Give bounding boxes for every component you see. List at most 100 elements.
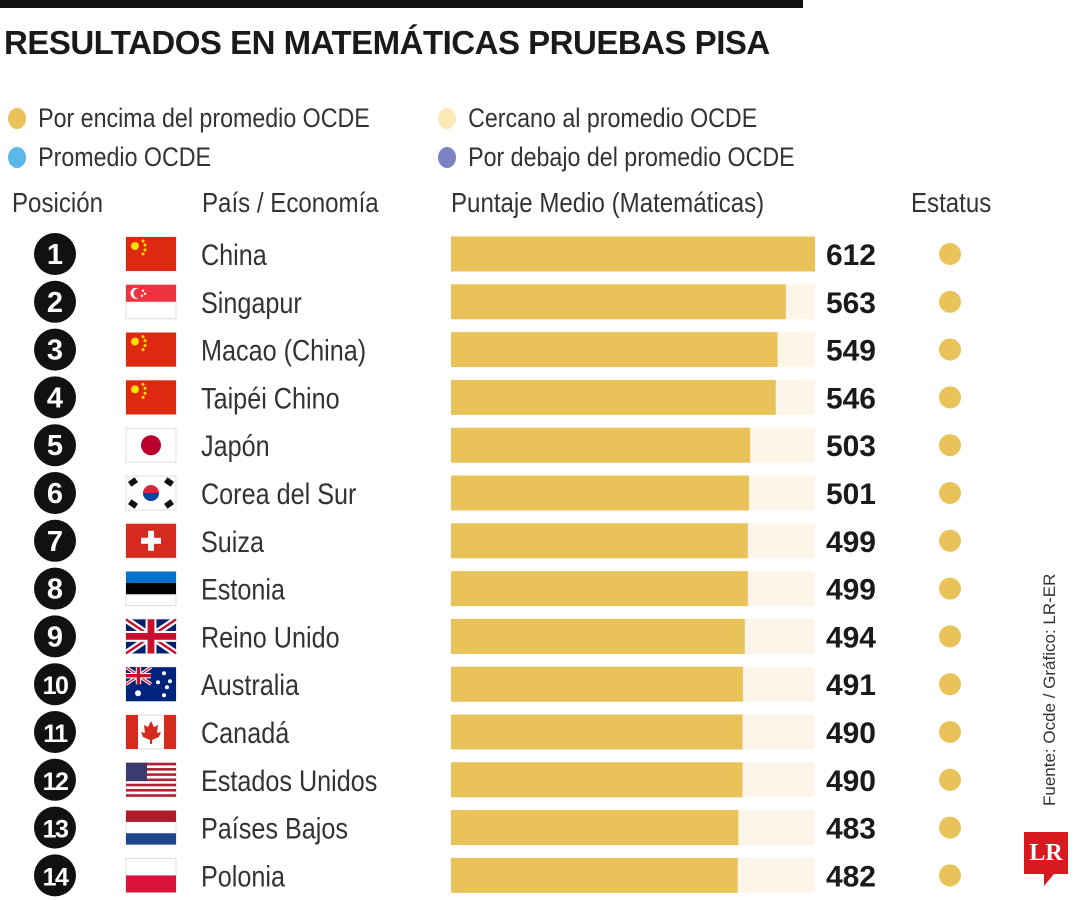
flag-taegeuk-icon [143,493,159,501]
table-row: 10 Australia 491 [34,663,961,706]
flag-japan-icon [125,427,177,463]
flag-trigram-icon [164,499,174,509]
flag-star-icon [156,680,160,685]
rank-number: 1 [47,239,63,271]
flag-star-icon [135,690,141,697]
value-label: 490 [826,765,876,798]
status-dot [939,290,961,313]
status-dot [939,816,961,839]
flag-star-icon [143,344,147,348]
status-dot [939,243,961,265]
column-header-status: Estatus [911,187,992,218]
bar [451,332,778,368]
flag-star-icon [141,239,145,243]
legend-label-below: Por debajo del promedio OCDE [468,142,795,172]
table-row: 9 Reino Unido 494 [34,615,961,658]
legend-label-near: Cercano al promedio OCDE [468,103,758,133]
table-row: 4 Taipéi Chino 546 [34,376,961,419]
value-label: 499 [826,574,876,607]
flag-canada-icon [125,714,177,750]
value-label: 503 [826,430,876,463]
bar [451,523,748,559]
rank-badge [34,758,76,801]
column-header-position: Posición [12,187,104,218]
rank-badge [34,663,76,706]
flag-trigram-icon [128,477,138,487]
flag-band [164,715,176,749]
country-name: Singapur [201,286,302,320]
flag-star-icon [141,348,145,352]
flag-korea-icon [125,475,177,511]
rank-number: 3 [47,335,63,367]
value-label: 546 [826,382,876,415]
flag-star-icon [141,382,145,386]
value-label: 563 [826,287,876,320]
flag-switzerland-icon [125,523,177,559]
rank-number: 13 [43,816,68,844]
flag-band [126,582,176,595]
flag-field [126,380,176,415]
flag-star-icon [141,335,145,339]
flag-star-icon [143,391,147,395]
rank-badge [34,567,76,610]
rank-number: 5 [47,430,63,462]
flag-field [126,332,176,367]
value-label: 612 [826,239,876,272]
flag-stripe [126,778,176,782]
bar [451,762,743,798]
status-dot [939,673,961,696]
flag-china-icon [125,332,177,368]
status-dot [939,864,961,887]
flag-cross-icon [141,537,161,544]
bar [451,284,786,320]
flag-star-icon [143,386,147,390]
value-label: 499 [826,526,876,559]
bar [451,666,744,702]
flag-star-icon [141,289,145,292]
legend-dot-average [8,147,27,168]
flag-band [126,571,176,583]
bar [451,427,751,463]
table-row: 1 China 612 [34,233,961,275]
rank-number: 12 [43,768,68,796]
flag-star-icon [143,292,147,295]
flag-stripe [126,762,176,766]
table-row: 12 Estados Unidos 490 [34,758,961,801]
status-dot [939,721,961,743]
flag-singapore-icon [125,284,177,320]
legend-item-below: Por debajo del promedio OCDE [438,142,795,173]
country-name: Polonia [201,859,286,893]
flag-field [126,237,176,271]
rank-badge [34,328,76,371]
table-row: 14 Polonia 482 [34,854,961,897]
flag-trigram-icon [128,499,138,509]
value-label: 483 [826,813,876,846]
bar [451,618,745,654]
top-rule [0,0,803,8]
flag-star-icon [165,685,169,690]
legend-label-average: Promedio OCDE [38,142,212,172]
legend-dot-near [438,108,457,129]
flag-stripe [126,783,176,787]
flag-star-icon [140,294,144,297]
rank-badge [34,711,76,753]
flag-band [126,810,176,822]
flag-poland-icon [125,857,177,893]
flag-usa-icon [125,762,177,798]
flag-uk-icon [124,616,178,657]
chart-title: RESULTADOS EN MATEMÁTICAS PRUEBAS PISA [4,24,770,61]
column-header-country: País / Economía [202,187,379,218]
country-name: Taipéi Chino [201,381,340,415]
flag-stripe [126,768,176,771]
flag-star-icon [143,248,147,252]
rank-number: 11 [43,720,68,748]
bar [451,475,749,511]
rank-badge [34,424,76,467]
rank-number: 6 [47,478,63,510]
rank-badge [34,280,76,323]
table-row: 2 Singapur 563 [34,280,961,323]
country-name: Australia [201,668,300,702]
table-row: 5 Japón 503 [34,424,961,467]
table-row: 7 Suiza 499 [34,519,961,562]
